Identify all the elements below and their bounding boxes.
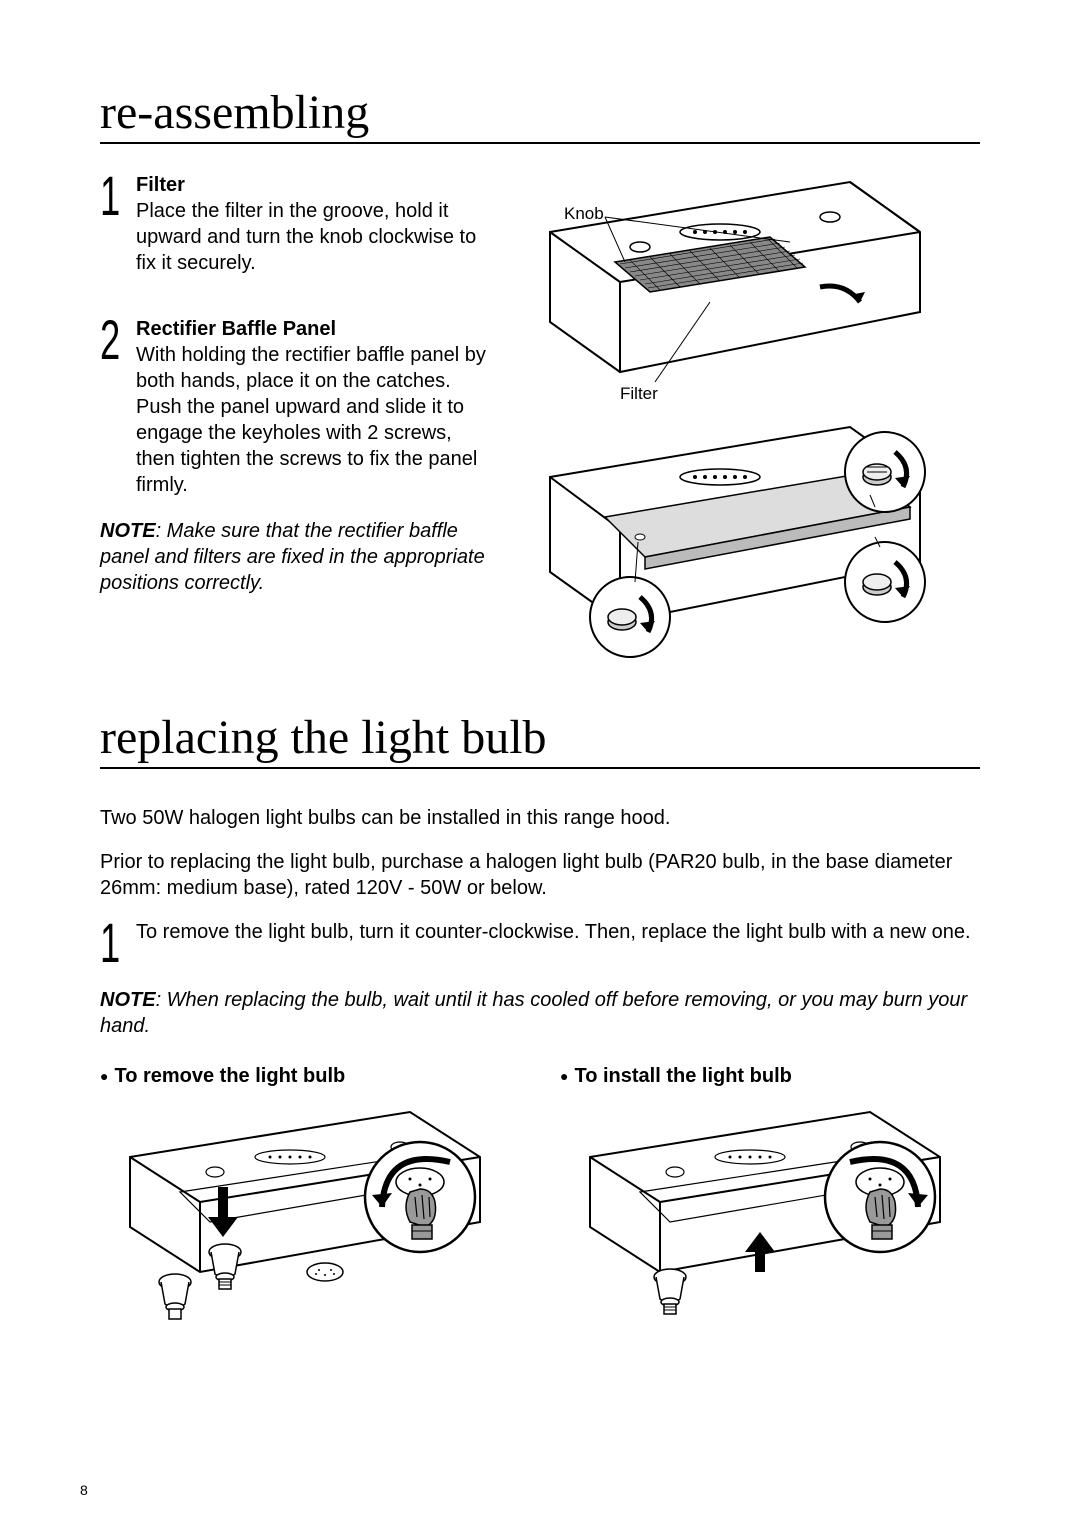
bulb-step-1-body: To remove the light bulb, turn it counte… [136, 921, 971, 943]
remove-bulb-diagram [100, 1102, 520, 1322]
install-bulb-column: To install the light bulb [560, 1065, 980, 1322]
bulb-step-number-1: 1 [100, 919, 120, 967]
step-1-body: Place the filter in the groove, hold it … [136, 200, 476, 274]
bulb-note-text: : When replacing the bulb, wait until it… [100, 989, 967, 1037]
install-bulb-heading: To install the light bulb [560, 1065, 980, 1088]
bulb-step-1: 1 To remove the light bulb, turn it coun… [100, 919, 980, 967]
step-2: 2 Rectifier Baffle Panel With holding th… [100, 316, 490, 498]
note-text-1: : Make sure that the rectifier baffle pa… [100, 520, 485, 594]
bulb-diagrams-row: To remove the light bulb [100, 1065, 980, 1322]
note-label: NOTE [100, 520, 156, 542]
bulb-note: NOTE: When replacing the bulb, wait unti… [100, 987, 980, 1039]
step-1-heading: Filter [136, 172, 490, 198]
remove-bulb-column: To remove the light bulb [100, 1065, 520, 1322]
install-bulb-diagram [560, 1102, 980, 1322]
bulb-step-1-text: To remove the light bulb, turn it counte… [136, 919, 980, 945]
step-2-heading: Rectifier Baffle Panel [136, 316, 490, 342]
knob-label: Knob [564, 204, 604, 224]
baffle-diagram-svg [520, 407, 930, 667]
reassembling-note: NOTE: Make sure that the rectifier baffl… [100, 518, 490, 596]
step-number-2: 2 [100, 316, 120, 364]
section-title-lightbulb: replacing the light bulb [100, 710, 980, 769]
reassembling-diagram-column: Knob Filter [520, 172, 930, 672]
step-1: 1 Filter Place the filter in the groove,… [100, 172, 490, 276]
step-number-1: 1 [100, 172, 120, 220]
section-title-reassembling: re-assembling [100, 85, 980, 144]
reassembling-content: 1 Filter Place the filter in the groove,… [100, 172, 980, 672]
reassembling-text-column: 1 Filter Place the filter in the groove,… [100, 172, 490, 672]
remove-bulb-heading: To remove the light bulb [100, 1065, 520, 1088]
page-number: 8 [80, 1482, 88, 1498]
step-2-body: With holding the rectifier baffle panel … [136, 344, 486, 496]
bulb-note-label: NOTE [100, 989, 156, 1011]
filter-label: Filter [620, 384, 658, 404]
bulb-para-2: Prior to replacing the light bulb, purch… [100, 849, 980, 901]
filter-diagram: Knob Filter [520, 172, 930, 672]
bulb-para-1: Two 50W halogen light bulbs can be insta… [100, 805, 980, 831]
step-2-text: Rectifier Baffle Panel With holding the … [136, 316, 490, 498]
step-1-text: Filter Place the filter in the groove, h… [136, 172, 490, 276]
